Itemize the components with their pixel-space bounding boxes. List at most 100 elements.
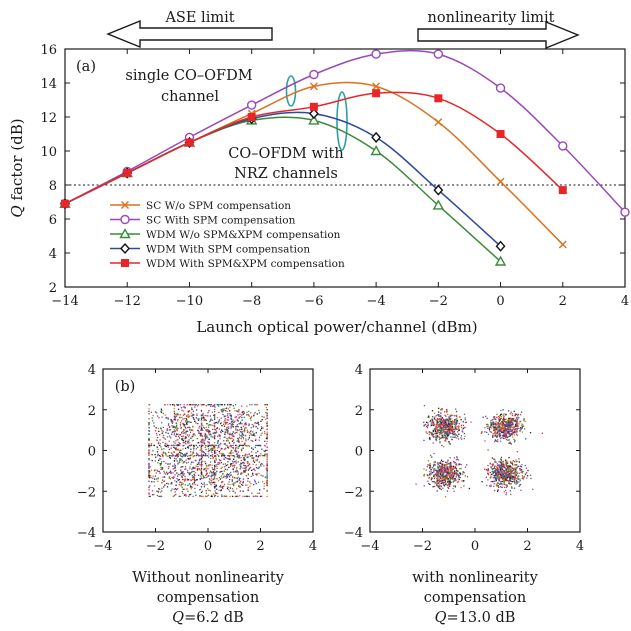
scatter-point — [215, 456, 217, 458]
scatter-point — [200, 461, 203, 463]
scatter-point — [209, 444, 211, 447]
scatter-point — [213, 475, 216, 477]
scatter-point — [166, 486, 169, 488]
scatter-point — [430, 473, 433, 475]
scatter-point — [423, 439, 425, 442]
scatter-point — [489, 476, 492, 478]
scatter-point — [263, 487, 265, 490]
scatter-point — [191, 404, 193, 406]
scatter-point — [218, 434, 220, 436]
scatter-point — [210, 461, 212, 463]
scatter-point — [165, 471, 168, 473]
series-1 — [60, 49, 630, 217]
scatter-point — [507, 436, 509, 438]
scatter-point — [498, 430, 501, 432]
scatter-point — [266, 483, 268, 485]
scatter-point — [503, 435, 505, 437]
scatter-point — [438, 475, 440, 477]
scatter-point — [202, 429, 204, 432]
scatter-point — [223, 483, 226, 486]
scatter-point — [176, 453, 178, 455]
scatter-point — [227, 454, 230, 457]
scatter-point — [200, 446, 202, 449]
scatter-point — [185, 462, 188, 464]
scatter-point — [162, 452, 165, 454]
scatter-point — [148, 489, 150, 491]
scatter-point — [173, 410, 176, 412]
scatter-point — [245, 468, 247, 471]
scatter-point — [448, 485, 451, 487]
scatter-point — [445, 464, 447, 467]
scatter-point — [230, 415, 233, 417]
scatter-point — [443, 479, 445, 481]
scatter-point — [242, 447, 244, 449]
scatter-point — [446, 473, 448, 475]
scatter-point — [509, 442, 511, 445]
scatter-point — [239, 486, 241, 489]
scatter-point — [511, 487, 513, 489]
scatter-point — [227, 440, 229, 442]
scatter-point — [432, 486, 434, 488]
scatter-point — [501, 424, 504, 426]
scatter-point — [180, 427, 182, 429]
scatter-point — [506, 430, 508, 432]
scatter-point — [509, 427, 511, 429]
scatter-point — [190, 488, 192, 490]
scatter-point — [216, 492, 218, 495]
scatter-point — [242, 480, 244, 483]
scatter-point — [236, 418, 238, 420]
scatter-point — [193, 455, 195, 457]
scatter-point — [255, 482, 257, 485]
scatter-point — [181, 476, 184, 478]
scatter-point — [240, 444, 243, 447]
scatter-point — [489, 463, 491, 465]
scatter-point — [232, 458, 235, 460]
scatter-point — [237, 425, 239, 428]
scatter-point — [236, 419, 239, 422]
scatter-point — [454, 432, 456, 435]
scatter-point — [183, 406, 185, 408]
scatter-point — [233, 482, 235, 484]
scatter-point — [242, 461, 244, 464]
scatter-point — [158, 488, 161, 490]
scatter-point — [511, 422, 513, 424]
scatter-point — [234, 416, 236, 418]
scatter-point — [266, 469, 268, 472]
scatter-point — [215, 474, 217, 476]
scatter-point — [499, 419, 502, 421]
scatter-point — [206, 430, 208, 433]
scatter-point — [187, 445, 189, 447]
scatter-point — [504, 464, 506, 466]
scatter-point — [448, 433, 450, 436]
scatter-point — [434, 474, 436, 476]
scatter-point — [181, 453, 184, 455]
scatter-point — [519, 469, 521, 472]
scatter-point — [444, 433, 447, 435]
scatter-point — [205, 448, 207, 451]
scatter-point — [172, 477, 175, 479]
scatter-point — [440, 426, 443, 428]
scatter-point — [491, 457, 494, 459]
scatter-point — [177, 473, 180, 476]
scatter-point — [509, 433, 511, 436]
scatter-point — [172, 468, 174, 470]
scatter-point — [501, 475, 503, 477]
scatter-point — [454, 421, 456, 424]
scatter-point — [433, 463, 435, 465]
scatter-point — [177, 404, 180, 406]
scatter-point — [258, 492, 261, 494]
y-tick-label: 12 — [40, 111, 57, 126]
scatter-point — [447, 487, 450, 490]
scatter-point — [500, 458, 502, 460]
scatter-point — [443, 432, 446, 434]
y-tick-label: 0 — [88, 445, 96, 460]
scatter-point — [227, 430, 229, 432]
scatter-point — [441, 467, 443, 470]
scatter-point — [445, 427, 447, 429]
scatter-point — [234, 456, 236, 458]
scatter-point — [496, 485, 498, 487]
scatter-point — [148, 474, 150, 477]
scatter-point — [443, 420, 445, 422]
scatter-point — [230, 450, 232, 452]
scatter-point — [495, 475, 498, 477]
